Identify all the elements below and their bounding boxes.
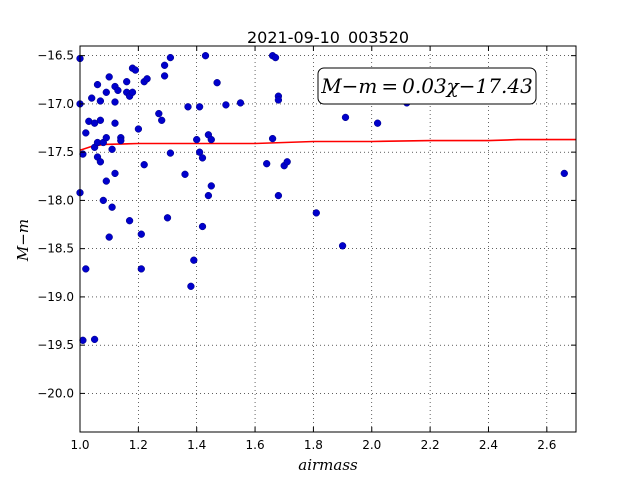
data-point [283,158,291,166]
data-point [187,282,195,290]
data-point [207,182,215,190]
fit-equation-frame [317,67,537,105]
data-point [190,256,198,264]
fit-equation: M−m = 0.03χ−17.43 [320,74,533,98]
data-point [102,134,110,142]
data-point [111,169,119,178]
data-point [108,203,116,211]
x-tick-label: 2.4 [479,438,498,452]
fit-equation-box: M−m = 0.03χ−17.43 [317,67,537,105]
x-tick-label: 2.0 [362,438,381,452]
y-tick-label: −19.0 [37,290,74,304]
plot-frame [79,45,577,433]
y-axis-label: M−m [14,219,32,262]
data-point [158,116,166,124]
data-point [96,116,105,124]
data-point [236,99,245,107]
data-point [102,177,110,185]
x-tick-label: 2.6 [537,438,556,452]
data-point [137,265,145,273]
data-point [137,230,145,238]
data-point [117,136,125,145]
data-point [82,129,90,137]
data-point [268,134,277,143]
scatter-points [76,52,568,344]
data-point [111,119,119,127]
data-point [213,79,221,87]
x-tick-label: 1.2 [129,438,148,452]
data-point [131,66,140,74]
y-tick-label: −19.5 [37,338,74,352]
x-tick-label: 1.8 [304,438,323,452]
data-point [198,154,207,162]
x-axis: 1.0 1.2 1.4 1.6 1.8 2.0 2.2 2.4 2.6 [70,46,556,452]
y-tick-label: −18.5 [37,242,74,256]
data-point [155,109,163,118]
x-tick-label: 1.0 [70,438,89,452]
data-point [373,119,382,127]
data-point [108,145,116,153]
data-point [105,73,113,81]
data-point [128,88,137,96]
data-point [102,88,110,96]
data-point [96,97,105,105]
chart-title: 2021-09-10_003520 [247,28,409,48]
data-point [263,160,271,168]
data-point [271,53,280,62]
data-point [123,78,131,86]
data-point [195,103,204,111]
data-point [274,191,283,200]
data-point [90,119,99,127]
data-point [201,52,210,60]
data-point [274,96,283,104]
data-point [160,61,169,69]
data-point [88,94,96,102]
y-tick-label: −20.0 [37,386,74,400]
data-point [198,222,207,231]
x-axis-label: airmass [298,456,358,474]
data-point [195,148,204,156]
data-point [181,170,189,178]
y-tick-label: −16.5 [37,49,74,63]
data-point [79,336,87,344]
data-point [140,161,148,169]
data-point [560,169,568,178]
data-point [105,233,113,241]
data-point [312,209,320,217]
x-tick-label: 1.4 [187,438,206,452]
data-point [184,103,192,111]
data-point [125,217,134,225]
x-tick-label: 2.2 [421,438,440,452]
y-tick-label: −17.5 [37,145,74,159]
data-point [99,196,107,205]
data-point [111,98,119,106]
data-point [163,214,172,222]
data-point [93,80,102,89]
plot-area [80,46,576,432]
data-point [82,265,90,273]
data-point [166,149,175,157]
data-point [143,75,151,83]
y-axis: −16.5 −17.0 −17.5 −18.0 −18.5 −19.0 −19.5 −20.0 [37,49,576,400]
data-point [341,113,350,122]
data-point [90,335,99,344]
data-point [166,53,175,62]
y-tick-label: −17.0 [37,97,74,111]
x-tick-label: 1.6 [246,438,265,452]
data-point [160,72,169,80]
data-point [96,158,105,166]
data-point [114,86,122,95]
data-point [204,191,213,200]
data-point [193,135,201,144]
data-point [338,242,347,250]
y-tick-label: −18.0 [37,193,74,207]
data-point [134,125,143,133]
data-point [222,101,230,109]
data-point [207,135,215,144]
